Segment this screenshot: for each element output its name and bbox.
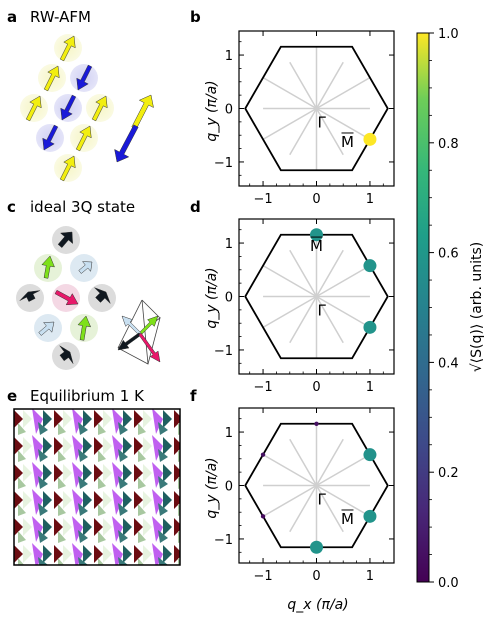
gamma-label: Γ xyxy=(318,114,327,132)
spin-arrow xyxy=(138,315,159,336)
plot-f: −1 1 0 0 1 −1 ΓM xyxy=(214,407,395,584)
spin-arrow xyxy=(131,94,154,130)
spin-arrow xyxy=(25,95,42,122)
data-point xyxy=(363,509,377,523)
panel-title-c: ideal 3Q state xyxy=(30,198,135,216)
x-tick-label: 1 xyxy=(366,569,374,584)
xlabel-f: q_x (π/a) xyxy=(287,597,348,613)
spin-arrow xyxy=(77,315,92,341)
plot-b: −1 1 0 0 1 −1 ΓM xyxy=(214,30,395,207)
panel-letter-f: f xyxy=(190,387,197,405)
spin-arrow xyxy=(114,124,139,163)
spin-arrow xyxy=(91,95,108,122)
spin-arrow xyxy=(43,65,60,92)
snapshot-frame xyxy=(13,408,181,566)
colorbar-tick-label: 0.4 xyxy=(438,356,459,371)
colorbar-tick-label: 0.6 xyxy=(438,247,459,262)
spin-arrow xyxy=(19,290,40,302)
data-point xyxy=(363,448,377,462)
colorbar-tick-label: 0.2 xyxy=(438,466,459,481)
gamma-label: Γ xyxy=(318,302,327,320)
data-point xyxy=(310,228,323,242)
panel-letter-c: c xyxy=(7,198,16,216)
y-tick-label: 1 xyxy=(225,426,233,441)
spin-arrow xyxy=(76,64,93,91)
spin-arrow xyxy=(121,315,142,336)
spin-arrow xyxy=(57,231,73,248)
equilibrium-snapshot xyxy=(13,408,181,566)
x-tick-label: 0 xyxy=(312,192,320,207)
spin-arrow xyxy=(59,35,76,62)
x-tick-label: 1 xyxy=(366,192,374,207)
brillouin-zone xyxy=(244,422,389,549)
spin-arrow xyxy=(38,321,55,336)
panel-letter-d: d xyxy=(190,198,201,216)
x-tick-label: −1 xyxy=(253,569,272,584)
x-tick-label: 1 xyxy=(366,380,374,395)
panel-title-a: RW-AFM xyxy=(30,8,91,26)
spin-lattice xyxy=(14,409,180,565)
spin-arrow xyxy=(75,125,92,152)
spin-arrow xyxy=(138,332,161,363)
y-tick-label: 0 xyxy=(225,480,233,495)
m-point-label: M xyxy=(341,510,354,528)
panel-letter-e: e xyxy=(7,387,17,405)
bz-spokes xyxy=(262,46,371,171)
data-point xyxy=(260,452,266,457)
colorbar-gradient xyxy=(416,32,430,583)
y-tick-label: −1 xyxy=(214,156,233,171)
panel-title-e: Equilibrium 1 K xyxy=(30,387,145,405)
spin-arrow xyxy=(59,345,74,364)
x-tick-label: −1 xyxy=(253,192,272,207)
data-point xyxy=(260,514,266,519)
y-tick-label: −1 xyxy=(214,344,233,359)
rw-afm-illustration xyxy=(20,34,154,182)
spin-arrow xyxy=(94,287,111,304)
bz-spokes xyxy=(262,423,371,548)
y-tick-label: −1 xyxy=(214,533,233,548)
spin-arrow xyxy=(59,155,76,182)
spin-arrow xyxy=(42,124,59,151)
ylabel-d: q_y (π/a) xyxy=(204,267,220,328)
x-tick-label: 0 xyxy=(312,380,320,395)
y-tick-label: 1 xyxy=(225,237,233,252)
colorbar-tick-label: 0.8 xyxy=(438,137,459,152)
panel-letter-b: b xyxy=(190,8,201,26)
data-point xyxy=(363,132,377,146)
y-tick-label: 1 xyxy=(225,49,233,64)
spin-arrow xyxy=(78,261,93,274)
brillouin-zone xyxy=(244,45,389,172)
ylabel-b: q_y (π/a) xyxy=(204,80,220,141)
y-tick-label: 0 xyxy=(225,103,233,118)
spin-arrow xyxy=(41,255,55,279)
data-point xyxy=(314,421,319,426)
colorbar: 1.0 0.8 0.6 0.4 0.2 0.0 √⟨S(q)⟩ (arb. units) xyxy=(416,27,485,591)
x-tick-label: 0 xyxy=(312,569,320,584)
m-point-label: M xyxy=(310,237,323,255)
colorbar-tick-label: 0.0 xyxy=(438,576,459,591)
data-point xyxy=(310,540,323,554)
x-tick-label: −1 xyxy=(253,380,272,395)
y-tick-label: 0 xyxy=(225,291,233,306)
m-point-label: M xyxy=(341,133,354,151)
data-point xyxy=(363,320,377,334)
data-point xyxy=(363,259,377,273)
ideal-3q-illustration xyxy=(16,226,161,370)
colorbar-label: √⟨S(q)⟩ (arb. units) xyxy=(469,242,485,372)
spin-arrow xyxy=(54,289,79,306)
plot-d: −1 1 0 0 1 −1 Γ M xyxy=(214,218,395,395)
spin-arrow xyxy=(117,332,142,351)
brillouin-zone xyxy=(244,233,389,360)
panel-letter-a: a xyxy=(7,8,17,26)
tetrahedron-diagram xyxy=(117,299,161,365)
spin-arrow xyxy=(60,94,77,121)
bz-spokes xyxy=(262,234,371,359)
ylabel-f: q_y (π/a) xyxy=(204,457,220,518)
colorbar-tick-label: 1.0 xyxy=(438,27,459,42)
gamma-label: Γ xyxy=(318,491,327,509)
